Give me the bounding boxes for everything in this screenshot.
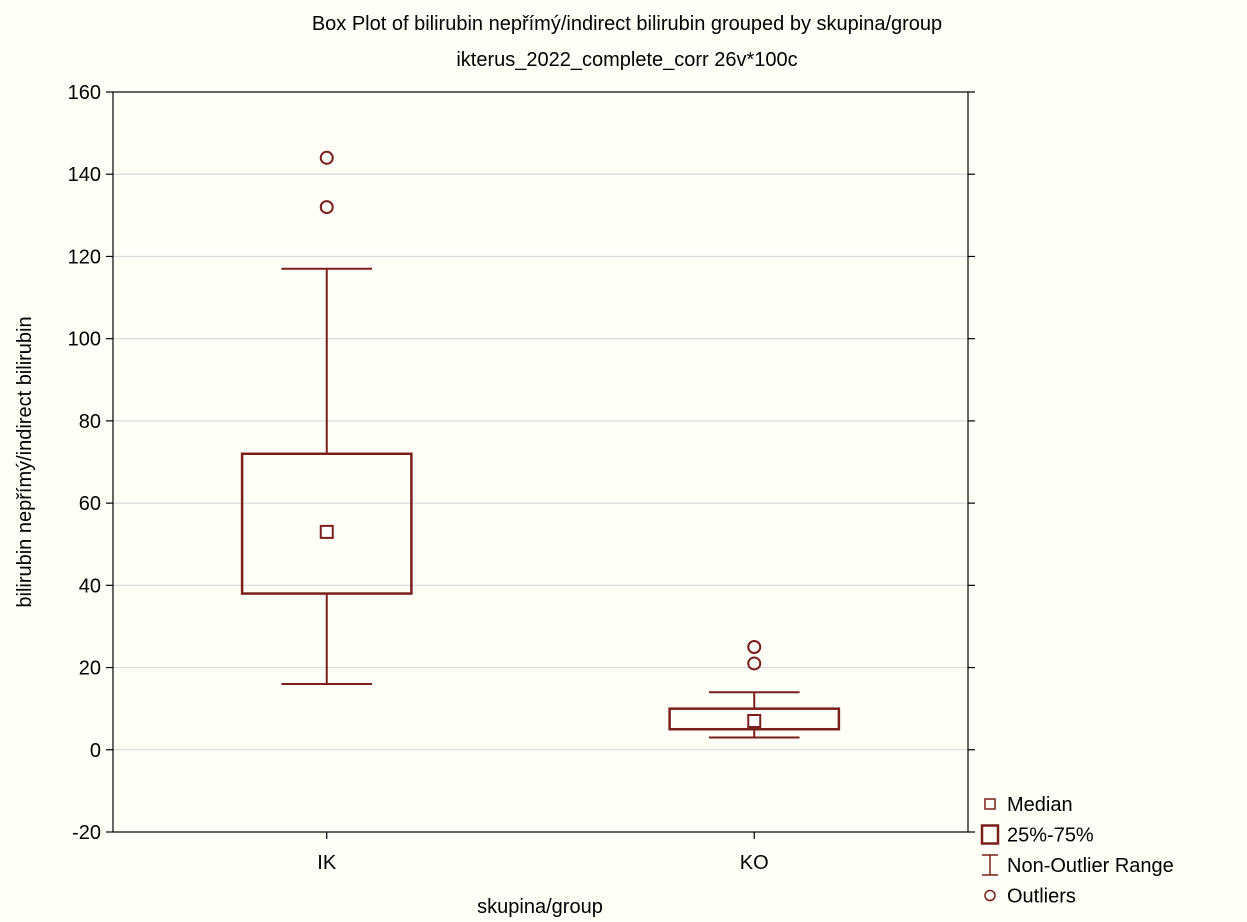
legend: Median 25%-75% Non-Outlier Range Outliers (980, 794, 1174, 908)
x-axis-label: skupina/group (477, 896, 603, 918)
y-tick-label: 60 (79, 493, 101, 515)
legend-label: 25%-75% (1007, 825, 1094, 847)
y-tick-label: 100 (68, 329, 101, 351)
x-tick-label: IK (317, 852, 337, 874)
legend-outlier-icon (984, 889, 996, 902)
legend-label: Outliers (1007, 886, 1076, 908)
legend-median-icon (984, 798, 996, 810)
legend-item: 25%-75% (980, 824, 1094, 847)
y-tick-label: 0 (90, 740, 101, 762)
y-axis-label: bilirubin nepřímý/indirect bilirubin (14, 316, 36, 607)
box-group-ko (668, 640, 841, 739)
legend-box-icon (980, 824, 1000, 845)
legend-label: Non-Outlier Range (1007, 855, 1174, 877)
outlier-point (747, 640, 762, 654)
iqr-box (668, 707, 841, 731)
outlier-point (319, 200, 334, 215)
median-marker (747, 714, 762, 728)
y-tick-label: 80 (79, 411, 101, 433)
plot-area-frame (112, 91, 969, 833)
box-series (240, 150, 841, 739)
y-axis-ticks: -20 0 20 40 60 80 100 120 140 160 (68, 82, 975, 844)
box-group-ik (240, 150, 413, 685)
y-tick-label: 160 (68, 82, 101, 104)
chart-title: Box Plot of bilirubin nepřímý/indirect b… (312, 13, 942, 35)
x-tick-label: KO (740, 852, 769, 874)
y-tick-label: 20 (79, 658, 101, 680)
median-marker (319, 524, 334, 539)
outlier-point (319, 150, 334, 165)
chart-subtitle: ikterus_2022_complete_corr 26v*100c (456, 49, 797, 71)
y-tick-label: 140 (68, 164, 101, 186)
legend-item: Non-Outlier Range (982, 854, 1174, 877)
y-tick-label: 40 (79, 575, 101, 597)
x-axis-ticks: IK KO (317, 832, 769, 874)
legend-label: Median (1007, 794, 1073, 816)
grid-lines (113, 173, 968, 751)
legend-item: Median (984, 794, 1073, 816)
legend-item: Outliers (984, 886, 1076, 908)
y-tick-label: -20 (72, 822, 101, 844)
iqr-box (240, 452, 413, 595)
y-tick-label: 120 (68, 246, 101, 268)
outlier-point (747, 656, 762, 671)
